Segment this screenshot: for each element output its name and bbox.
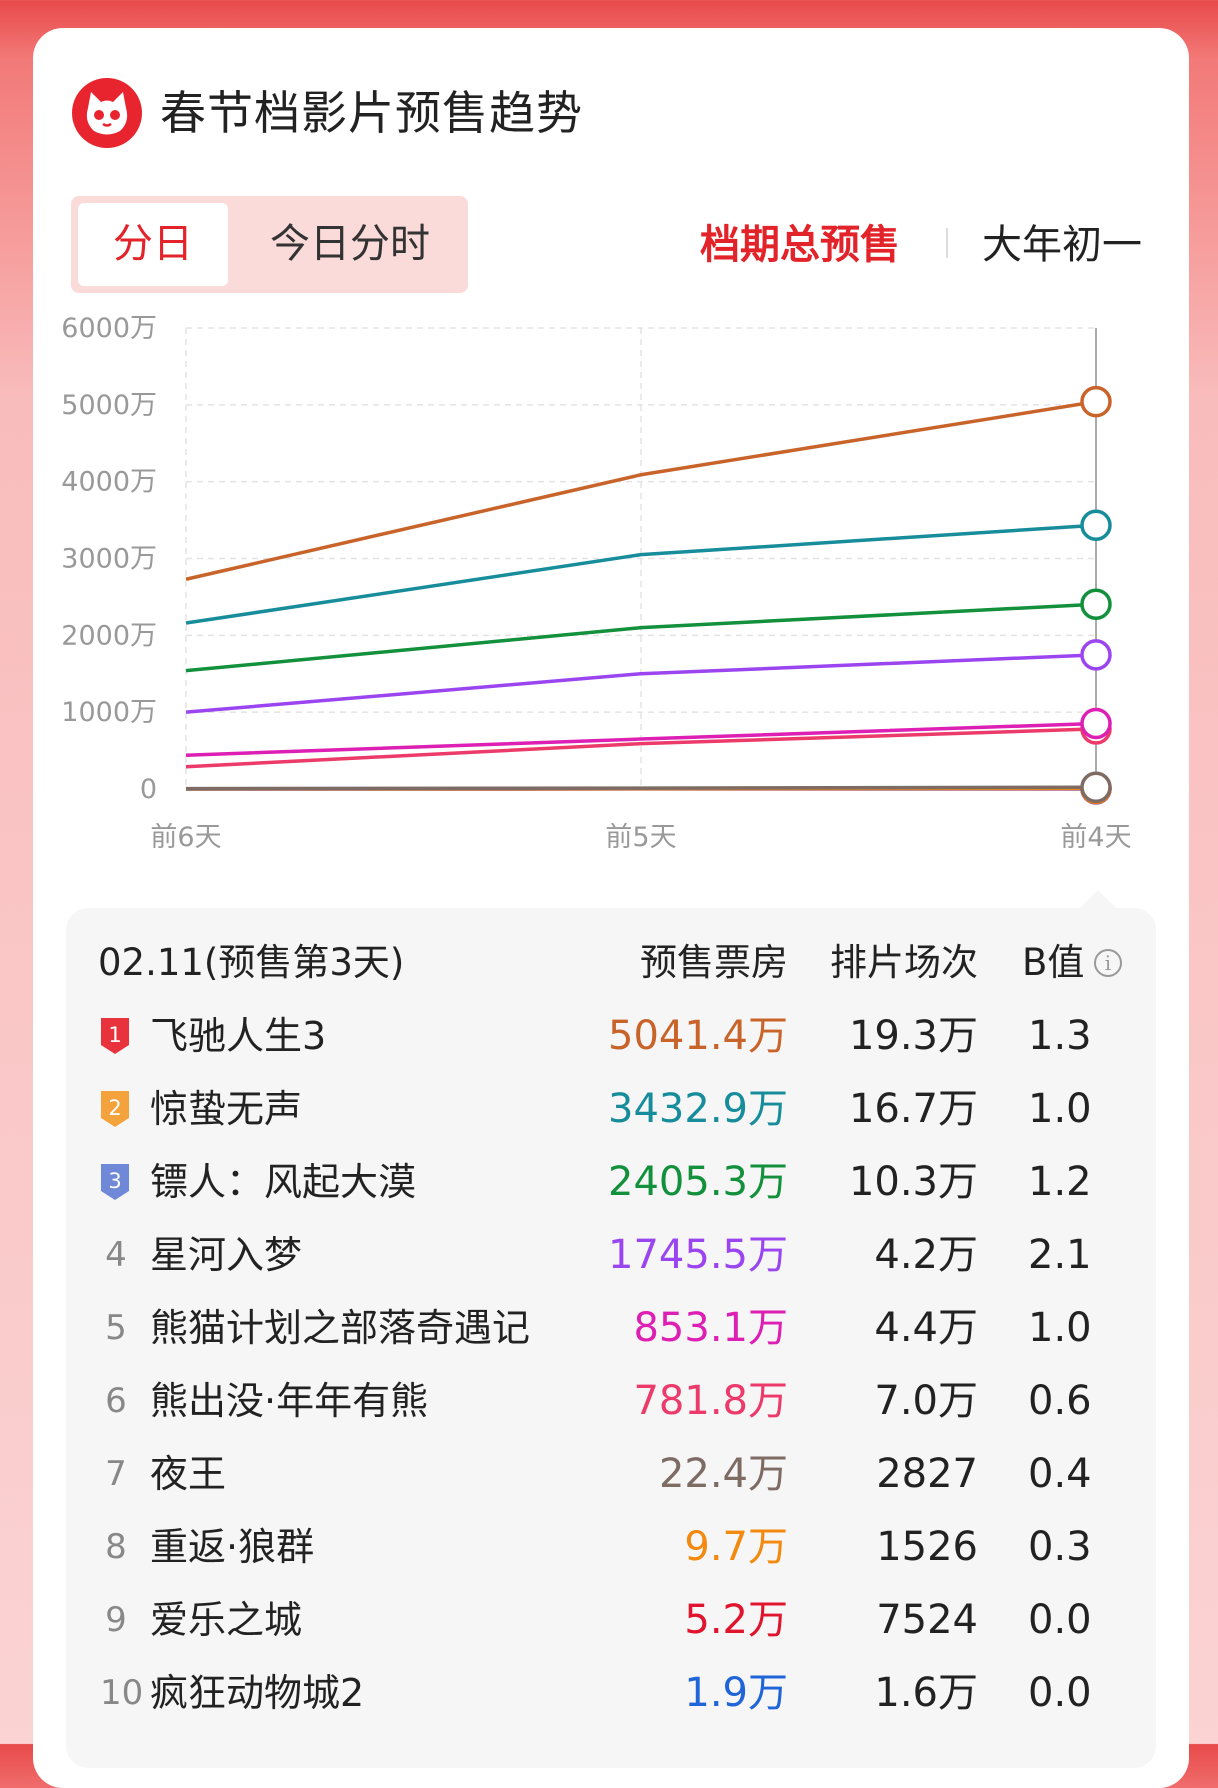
film-name: 惊蛰无声	[150, 1073, 302, 1146]
series-end-marker	[1082, 590, 1110, 618]
svg-text:2: 2	[108, 1096, 121, 1120]
rank-number: 6	[100, 1365, 132, 1438]
film-name: 飞驰人生3	[150, 1000, 326, 1073]
film-name: 夜王	[150, 1438, 226, 1511]
x-tick-label: 前5天	[605, 822, 676, 853]
film-name: 疯狂动物城2	[150, 1657, 364, 1730]
show-count: 19.3万	[849, 1000, 978, 1073]
rank-number: 7	[100, 1438, 132, 1511]
film-name: 重返·狼群	[150, 1511, 314, 1584]
info-icon[interactable]: i	[1094, 949, 1122, 977]
y-tick-label: 5000万	[61, 390, 157, 421]
rank-number: 5	[100, 1292, 132, 1365]
presale-box-office: 781.8万	[633, 1365, 788, 1438]
series-line	[186, 787, 1096, 788]
y-tick-label: 1000万	[61, 697, 157, 728]
b-value: 0.0	[1028, 1584, 1092, 1657]
rank-number: 10	[100, 1657, 132, 1730]
b-value: 0.0	[1028, 1657, 1092, 1730]
rank-badge-icon: 2	[98, 1089, 132, 1129]
b-value: 1.3	[1028, 1000, 1092, 1073]
y-tick-label: 3000万	[61, 544, 157, 575]
series-end-marker	[1082, 511, 1110, 539]
y-tick-label: 2000万	[61, 620, 157, 651]
b-value: 1.0	[1028, 1292, 1092, 1365]
b-value: 0.3	[1028, 1511, 1092, 1584]
x-tick-label: 前4天	[1060, 822, 1131, 853]
presale-box-office: 5041.4万	[608, 1000, 788, 1073]
presale-box-office: 5.2万	[684, 1584, 788, 1657]
rank-number: 8	[100, 1511, 132, 1584]
b-value: 0.4	[1028, 1438, 1092, 1511]
col-header-shows: 排片场次	[830, 935, 978, 991]
show-count: 1526	[876, 1511, 978, 1584]
svg-text:3: 3	[108, 1169, 121, 1193]
film-name: 熊猫计划之部落奇遇记	[150, 1292, 530, 1365]
presale-box-office: 853.1万	[633, 1292, 788, 1365]
b-value: 1.0	[1028, 1073, 1092, 1146]
presale-box-office: 1745.5万	[608, 1219, 788, 1292]
col-header-box-office: 预售票房	[640, 935, 788, 991]
show-count: 4.4万	[874, 1292, 978, 1365]
col-header-b-value: B值	[1022, 935, 1084, 991]
rank-badge-icon: 3	[98, 1162, 132, 1202]
table-date: 02.11(预售第3天)	[98, 935, 404, 991]
panel-pointer	[1080, 890, 1116, 908]
y-tick-label: 6000万	[61, 313, 157, 344]
show-count: 16.7万	[849, 1073, 978, 1146]
presale-box-office: 3432.9万	[608, 1073, 788, 1146]
presale-box-office: 9.7万	[684, 1511, 788, 1584]
svg-text:1: 1	[108, 1023, 121, 1047]
presale-box-office: 22.4万	[659, 1438, 788, 1511]
series-end-marker	[1082, 388, 1110, 416]
rank-badge-icon: 1	[98, 1016, 132, 1056]
film-name: 星河入梦	[150, 1219, 302, 1292]
y-tick-label: 4000万	[61, 467, 157, 498]
rank-number: 4	[100, 1219, 132, 1292]
rank-number: 9	[100, 1584, 132, 1657]
x-tick-label: 前6天	[150, 822, 221, 853]
table-row[interactable]: 1 飞驰人生3 5041.4万 19.3万 1.3	[0, 1000, 1218, 1073]
b-value: 2.1	[1028, 1219, 1092, 1292]
table-row[interactable]: 3 镖人：风起大漠 2405.3万 10.3万 1.2	[0, 1146, 1218, 1219]
show-count: 7524	[876, 1584, 978, 1657]
show-count: 7.0万	[874, 1365, 978, 1438]
y-tick-label: 0	[140, 774, 157, 805]
film-name: 镖人：风起大漠	[150, 1146, 416, 1219]
film-name: 爱乐之城	[150, 1584, 302, 1657]
show-count: 1.6万	[874, 1657, 978, 1730]
presale-box-office: 2405.3万	[608, 1146, 788, 1219]
table-row[interactable]: 2 惊蛰无声 3432.9万 16.7万 1.0	[0, 1073, 1218, 1146]
series-end-marker	[1082, 773, 1110, 801]
presale-box-office: 1.9万	[684, 1657, 788, 1730]
show-count: 2827	[876, 1438, 978, 1511]
b-value: 1.2	[1028, 1146, 1092, 1219]
series-end-marker	[1082, 641, 1110, 669]
show-count: 4.2万	[874, 1219, 978, 1292]
show-count: 10.3万	[849, 1146, 978, 1219]
film-name: 熊出没·年年有熊	[150, 1365, 428, 1438]
series-end-marker	[1082, 709, 1110, 737]
b-value: 0.6	[1028, 1365, 1092, 1438]
